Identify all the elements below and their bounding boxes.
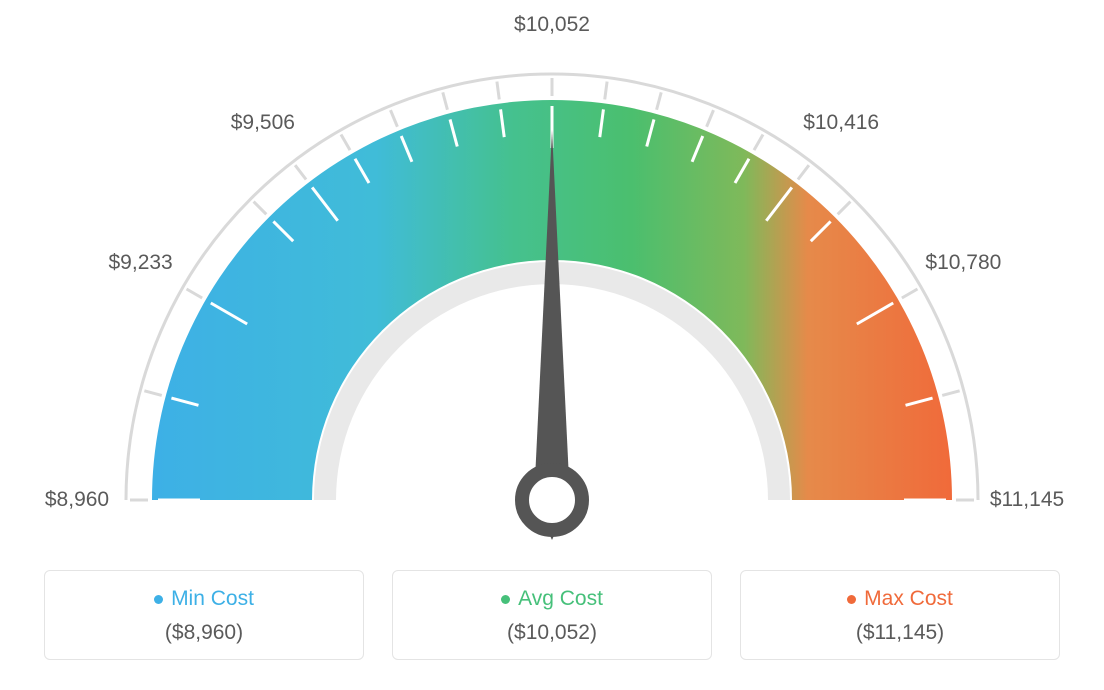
legend-card-min: Min Cost ($8,960) [44,570,364,660]
gauge-tick-label: $9,506 [231,111,295,135]
legend-title-max-text: Max Cost [864,587,953,611]
legend-title-max: Max Cost [847,587,953,611]
legend-value-min: ($8,960) [55,621,353,645]
legend-card-max: Max Cost ($11,145) [740,570,1060,660]
legend-title-min-text: Min Cost [171,587,254,611]
legend-dot-max [847,595,856,604]
legend-title-avg: Avg Cost [501,587,603,611]
legend-row: Min Cost ($8,960) Avg Cost ($10,052) Max… [20,570,1084,660]
legend-title-avg-text: Avg Cost [518,587,603,611]
gauge-tick-label: $9,233 [109,251,173,275]
legend-dot-avg [501,595,510,604]
gauge-tick-label: $10,780 [925,251,1001,275]
gauge-tick-label: $11,145 [990,488,1064,512]
legend-value-max: ($11,145) [751,621,1049,645]
legend-dot-min [154,595,163,604]
legend-value-avg: ($10,052) [403,621,701,645]
gauge-tick-label: $10,052 [514,13,590,37]
gauge-svg [22,20,1082,560]
gauge-tick-label: $8,960 [45,488,109,512]
legend-card-avg: Avg Cost ($10,052) [392,570,712,660]
gauge-chart: $8,960$9,233$9,506$10,052$10,416$10,780$… [22,20,1082,560]
gauge-tick-label: $10,416 [803,111,879,135]
legend-title-min: Min Cost [154,587,254,611]
